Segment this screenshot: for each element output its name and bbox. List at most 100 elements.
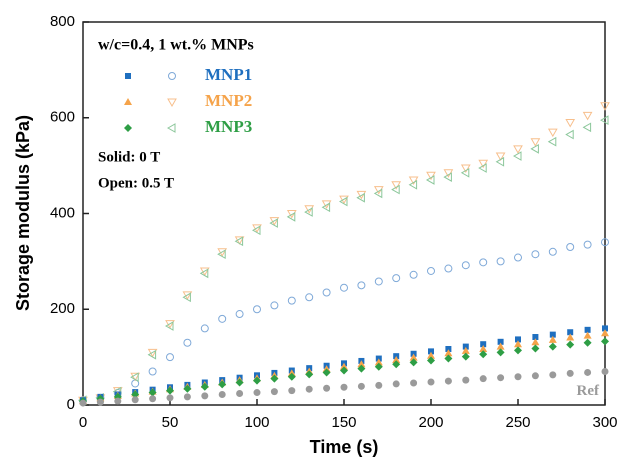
data-point <box>461 346 470 354</box>
legend-marker <box>168 72 176 80</box>
data-point <box>183 338 192 347</box>
data-point <box>443 172 452 182</box>
data-point <box>583 240 592 249</box>
data-point <box>532 334 539 341</box>
data-point <box>479 258 488 267</box>
data-point <box>444 377 452 385</box>
data-point <box>391 181 402 190</box>
data-point <box>599 115 609 126</box>
x-tick-label: 300 <box>592 414 617 431</box>
data-point <box>478 159 489 169</box>
data-point <box>321 202 331 213</box>
legend-label: MNP2 <box>205 91 252 110</box>
legend-label: MNP3 <box>205 117 252 136</box>
data-point <box>566 243 575 252</box>
data-point <box>357 281 366 290</box>
y-tick-label: 200 <box>50 300 75 317</box>
x-tick-label: 250 <box>505 414 530 431</box>
legend-marker <box>125 73 131 79</box>
data-point <box>479 344 488 352</box>
data-point <box>322 368 331 377</box>
data-point <box>96 398 104 406</box>
data-point <box>166 386 174 395</box>
data-point <box>149 395 157 403</box>
data-point <box>548 335 557 343</box>
data-point <box>408 179 418 190</box>
data-point <box>392 360 401 369</box>
data-point <box>497 374 505 382</box>
data-point <box>114 397 122 405</box>
data-point <box>165 320 175 329</box>
data-point <box>200 324 209 333</box>
data-point <box>479 350 488 359</box>
data-point <box>374 358 383 366</box>
data-point <box>460 164 471 174</box>
data-point <box>147 348 158 358</box>
annotation: Solid: 0 T <box>98 149 160 165</box>
data-point <box>392 355 401 363</box>
data-point <box>183 384 192 393</box>
data-point <box>148 388 157 397</box>
data-point <box>514 346 522 355</box>
data-point <box>131 396 139 404</box>
data-point <box>460 167 470 178</box>
data-point <box>427 351 435 359</box>
data-point <box>548 342 557 351</box>
data-point <box>409 358 418 367</box>
data-point <box>514 373 522 381</box>
data-point <box>218 390 226 398</box>
data-point <box>270 374 279 383</box>
data-point <box>514 253 522 262</box>
data-point <box>410 379 418 387</box>
data-point <box>374 362 383 371</box>
data-point <box>130 372 139 383</box>
data-point <box>305 370 314 379</box>
data-point <box>236 390 244 398</box>
data-point <box>497 338 504 345</box>
legend-marker <box>167 98 177 108</box>
legend-marker <box>124 124 132 132</box>
data-point <box>375 381 383 389</box>
data-point <box>566 333 575 341</box>
data-point <box>427 378 435 386</box>
data-point <box>549 371 557 379</box>
legend-marker <box>166 123 176 133</box>
data-point <box>340 362 348 370</box>
data-point <box>583 338 592 347</box>
data-point <box>425 175 435 185</box>
data-point <box>601 337 609 346</box>
data-point <box>252 224 262 233</box>
data-point <box>530 144 539 154</box>
data-point <box>548 247 557 256</box>
annotation: Open: 0.5 T <box>98 175 174 191</box>
data-point <box>584 368 592 376</box>
data-point <box>217 248 228 257</box>
data-point <box>565 119 576 128</box>
data-point <box>602 325 608 332</box>
data-point <box>601 238 609 247</box>
data-point <box>235 378 244 387</box>
data-point <box>496 342 505 350</box>
data-point <box>392 380 400 388</box>
data-point <box>496 257 505 266</box>
data-point <box>495 152 506 162</box>
data-point <box>445 345 452 352</box>
x-tick-label: 200 <box>418 414 443 431</box>
data-point <box>531 338 540 346</box>
y-tick-label: 800 <box>50 13 75 30</box>
data-point <box>549 331 556 338</box>
data-point <box>444 354 453 363</box>
data-point <box>409 353 418 361</box>
data-point <box>356 192 365 203</box>
data-point <box>462 343 469 350</box>
data-point <box>479 375 487 383</box>
data-point <box>286 210 297 219</box>
data-point <box>547 128 558 138</box>
data-point <box>304 207 313 217</box>
data-point <box>322 288 331 297</box>
data-point <box>130 372 141 382</box>
data-point <box>357 382 365 390</box>
data-point <box>480 341 487 348</box>
data-point <box>305 293 314 302</box>
data-point <box>253 305 261 314</box>
